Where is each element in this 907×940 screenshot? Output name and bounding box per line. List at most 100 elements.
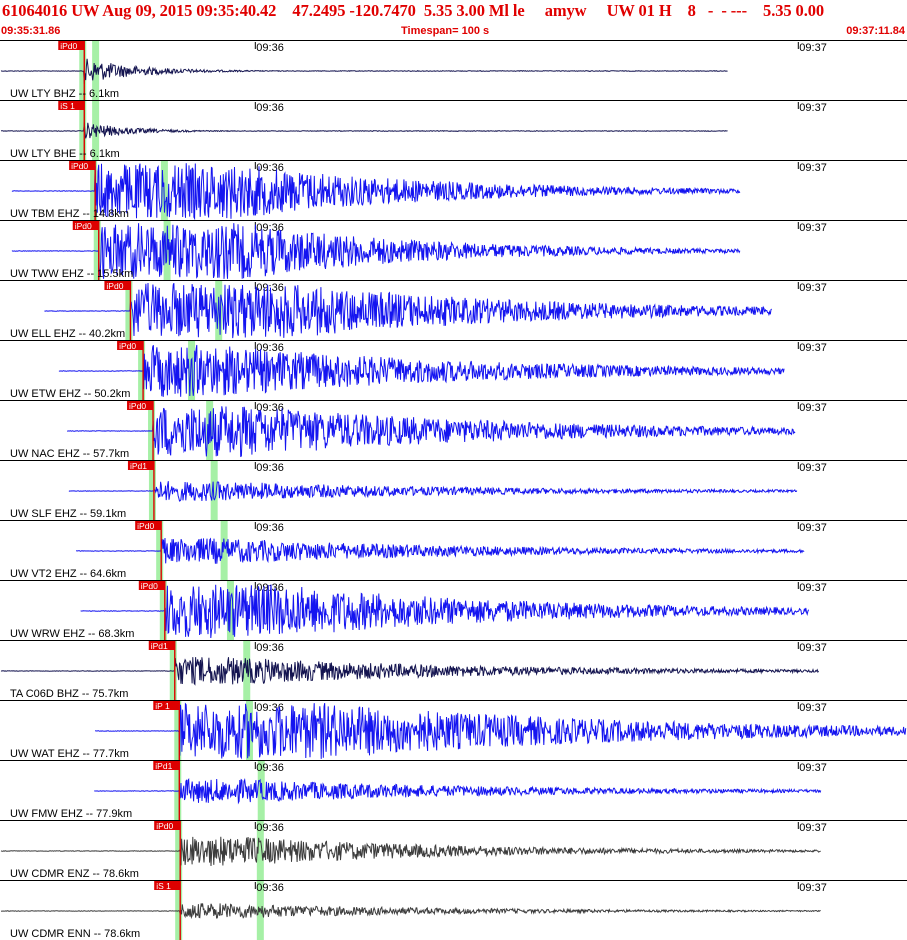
s-arrival-band <box>220 521 228 580</box>
time-tick-label: 09:37 <box>799 882 827 894</box>
pick-flag-label: iPd1 <box>155 761 172 771</box>
pick-flag <box>69 161 96 170</box>
waveform <box>58 344 785 397</box>
pick-flag <box>72 221 99 230</box>
pick-flag-label: iPd0 <box>75 221 92 231</box>
event-title: 61064016 UW Aug 09, 2015 09:35:40.42 47.… <box>2 1 825 20</box>
pick-flag-label: iP 1 <box>155 701 170 711</box>
s-arrival-band <box>210 461 218 520</box>
time-tick-label: 09:37 <box>799 222 827 234</box>
channel-label: UW CDMR ENZ -- 78.6km <box>10 868 139 880</box>
time-tick-label: 09:36 <box>256 102 284 114</box>
trace-panel: 09:36 09:37 iPd0 UW LTY BHZ -- 6.1km <box>0 40 907 100</box>
time-tick-label: 09:36 <box>256 762 284 774</box>
time-tick-label: 09:36 <box>256 462 284 474</box>
p-arrival-band <box>79 41 87 100</box>
pick-flag <box>153 761 180 770</box>
waveform <box>80 584 810 639</box>
trace-panel: 09:36 09:37 iPd0 UW WRW EHZ -- 68.3km <box>0 580 907 640</box>
waveform <box>0 836 821 867</box>
time-tick-label: 09:36 <box>256 642 284 654</box>
trace-panel: 09:36 09:37 iPd0 UW TBM EHZ -- 14.8km <box>0 160 907 221</box>
timespan-label: Timespan= 100 s <box>401 25 490 37</box>
pick-flag <box>138 581 165 590</box>
time-tick-label: 09:37 <box>799 522 827 534</box>
waveform <box>44 282 773 339</box>
pick-flag <box>148 641 175 650</box>
channel-label: UW FMW EHZ -- 77.9km <box>10 808 132 820</box>
channel-label: UW VT2 EHZ -- 64.6km <box>10 568 126 580</box>
waveform <box>11 163 741 221</box>
pick-flag <box>127 401 154 410</box>
channel-label: UW WRW EHZ -- 68.3km <box>10 628 134 640</box>
pick-flag-label: iS 1 <box>156 881 171 891</box>
pick-flag-label: iPd0 <box>119 341 136 351</box>
time-tick-label: 09:37 <box>799 822 827 834</box>
event-header: 61064016 UW Aug 09, 2015 09:35:40.42 47.… <box>0 0 907 40</box>
channel-label: UW LTY BHZ -- 6.1km <box>10 88 119 100</box>
channel-label: UW NAC EHZ -- 57.7km <box>10 448 129 460</box>
time-tick-label: 09:36 <box>256 522 284 534</box>
pick-flag <box>153 701 180 710</box>
trace-panel: 09:36 09:37 iPd0 UW VT2 EHZ -- 64.6km <box>0 520 907 580</box>
pick-flag <box>58 101 85 110</box>
trace-panel: 09:36 09:37 iS 1 UW CDMR ENN -- 78.6km <box>0 880 907 940</box>
waveform <box>0 657 820 686</box>
waveform <box>0 58 728 84</box>
time-tick-label: 09:37 <box>799 462 827 474</box>
channel-label: UW LTY BHE -- 6.1km <box>10 148 120 160</box>
waveform <box>94 778 822 805</box>
channel-label: UW CDMR ENN -- 78.6km <box>10 928 140 940</box>
trace-panel: 09:36 09:37 iS 1 UW LTY BHE -- 6.1km <box>0 100 907 160</box>
pick-flag-label: iPd0 <box>129 401 146 411</box>
time-tick-label: 09:36 <box>256 342 284 354</box>
time-tick-label: 09:37 <box>799 42 827 54</box>
time-tick-label: 09:36 <box>256 582 284 594</box>
waveform <box>11 223 741 279</box>
time-tick-label: 09:36 <box>256 882 284 894</box>
pick-flag-label: iPd0 <box>137 521 154 531</box>
trace-panel: 09:36 09:37 iPd1 UW FMW EHZ -- 77.9km <box>0 760 907 820</box>
pick-flag <box>117 341 144 350</box>
time-tick-label: 09:37 <box>799 102 827 114</box>
pick-flag-label: iPd1 <box>151 641 168 651</box>
waveform <box>0 122 728 139</box>
window-start-time: 09:35:31.86 <box>1 25 61 37</box>
pick-flag <box>104 281 131 290</box>
channel-label: TA C06D BHZ -- 75.7km <box>10 688 128 700</box>
pick-flag-label: iPd0 <box>60 41 77 51</box>
pick-flag <box>127 461 154 470</box>
trace-panel: 09:36 09:37 iP 1 UW WAT EHZ -- 77.7km <box>0 700 907 760</box>
waveform <box>76 537 805 564</box>
time-tick-label: 09:37 <box>799 402 827 414</box>
s-arrival-band <box>215 281 223 340</box>
pick-flag-label: iPd0 <box>141 581 158 591</box>
p-arrival-band <box>93 221 101 280</box>
waveform <box>0 903 821 920</box>
time-tick-label: 09:37 <box>799 702 827 714</box>
time-tick-label: 09:37 <box>799 162 827 174</box>
time-tick-label: 09:36 <box>256 822 284 834</box>
pick-flag <box>154 881 181 890</box>
waveform <box>95 702 907 760</box>
pick-flag-label: iPd1 <box>130 461 147 471</box>
channel-label: UW TBM EHZ -- 14.8km <box>10 208 129 220</box>
s-arrival-band <box>256 821 264 880</box>
pick-flag-label: iPd0 <box>156 821 173 831</box>
waveform <box>67 406 796 458</box>
pick-flag-label: iS 1 <box>60 101 75 111</box>
pick-flag <box>154 821 181 830</box>
trace-panel: 09:36 09:37 iPd0 UW CDMR ENZ -- 78.6km <box>0 820 907 880</box>
time-tick-label: 09:37 <box>799 582 827 594</box>
time-tick-label: 09:36 <box>256 702 284 714</box>
pick-flag-label: iPd0 <box>106 281 123 291</box>
waveform <box>68 481 798 502</box>
pick-flag <box>58 41 85 50</box>
channel-label: UW TWW EHZ -- 15.5km <box>10 268 133 280</box>
time-tick-label: 09:37 <box>799 342 827 354</box>
trace-panel: 09:36 09:37 iPd0 UW ETW EHZ -- 50.2km <box>0 340 907 400</box>
time-tick-label: 09:36 <box>256 162 284 174</box>
trace-panel: 09:36 09:37 iPd1 TA C06D BHZ -- 75.7km <box>0 640 907 700</box>
